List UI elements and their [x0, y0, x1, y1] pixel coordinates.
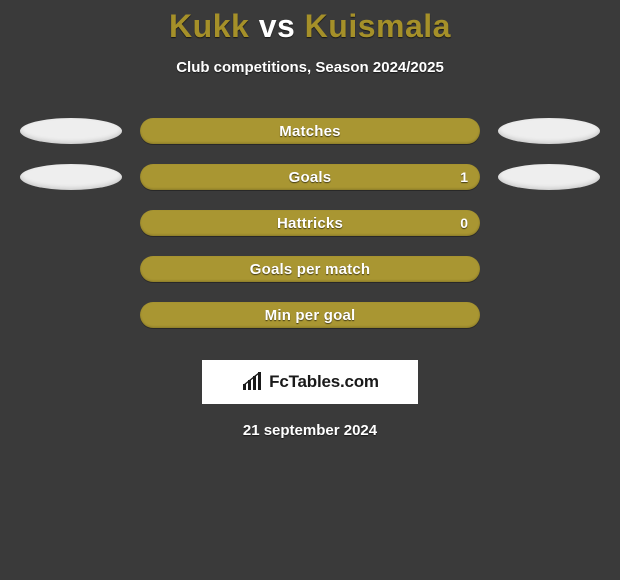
right-ellipse — [498, 164, 600, 190]
stat-row: Goals per match — [0, 256, 620, 282]
stat-bar: Min per goal — [140, 302, 480, 328]
stat-label: Min per goal — [265, 307, 356, 324]
stat-row: Goals 1 — [0, 164, 620, 190]
date-label: 21 september 2024 — [0, 422, 620, 439]
stat-bar: Matches — [140, 118, 480, 144]
vs-label: vs — [259, 8, 296, 44]
player1-name: Kukk — [169, 8, 249, 44]
right-ellipse — [498, 118, 600, 144]
left-spacer — [20, 210, 122, 236]
right-spacer — [498, 302, 600, 328]
brand-box: FcTables.com — [202, 360, 418, 404]
left-ellipse — [20, 118, 122, 144]
stat-rows: Matches Goals 1 Hattricks 0 Goals per match Mi… — [0, 118, 620, 328]
brand-bars-icon — [241, 372, 265, 392]
stat-row: Min per goal — [0, 302, 620, 328]
stat-label: Goals per match — [250, 261, 371, 278]
page-title: Kukk vs Kuismala — [0, 8, 620, 45]
stat-value: 1 — [460, 169, 468, 185]
right-spacer — [498, 256, 600, 282]
stat-value: 0 — [460, 215, 468, 231]
comparison-card: Kukk vs Kuismala Club competitions, Seas… — [0, 0, 620, 439]
subtitle: Club competitions, Season 2024/2025 — [0, 59, 620, 76]
left-spacer — [20, 302, 122, 328]
stat-bar: Goals per match — [140, 256, 480, 282]
stat-row: Matches — [0, 118, 620, 144]
stat-label: Matches — [279, 123, 340, 140]
right-spacer — [498, 210, 600, 236]
left-ellipse — [20, 164, 122, 190]
brand-text: FcTables.com — [269, 372, 379, 392]
left-spacer — [20, 256, 122, 282]
stat-bar: Goals 1 — [140, 164, 480, 190]
stat-bar: Hattricks 0 — [140, 210, 480, 236]
player2-name: Kuismala — [305, 8, 451, 44]
stat-label: Hattricks — [277, 215, 343, 232]
stat-row: Hattricks 0 — [0, 210, 620, 236]
stat-label: Goals — [289, 169, 332, 186]
